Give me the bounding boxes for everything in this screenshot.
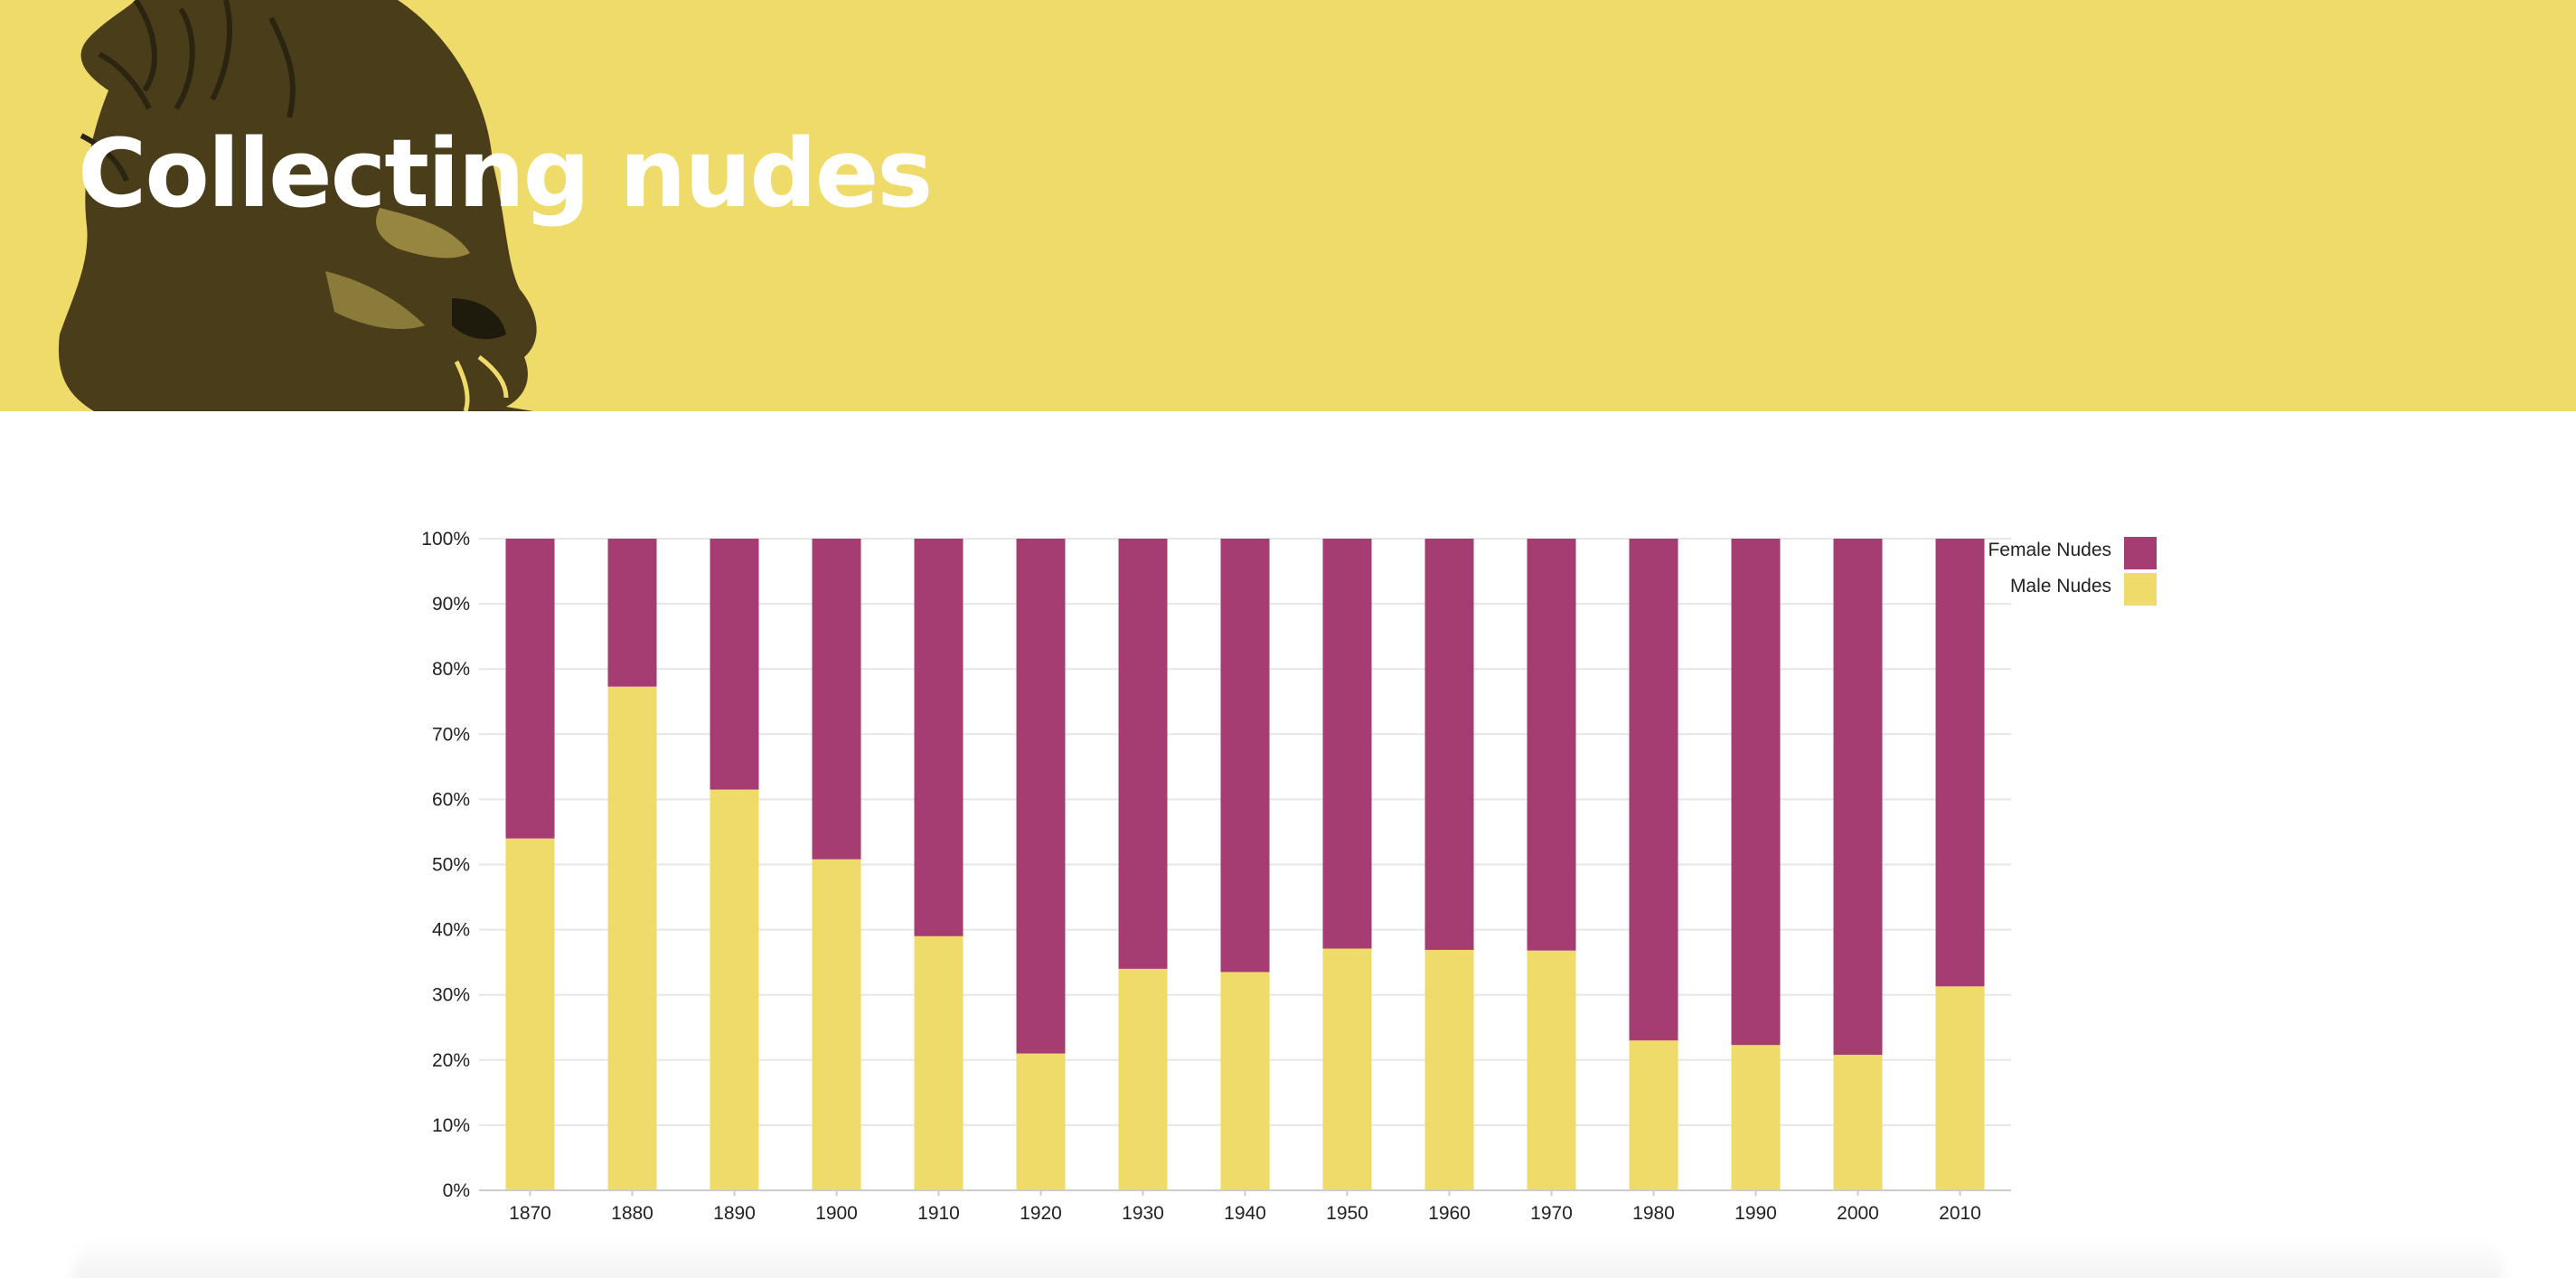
page-title: Collecting nudes [78,118,933,229]
bar-male-nudes [607,686,657,1190]
bar-female-nudes [1118,539,1168,969]
y-tick-label: 100% [421,529,470,550]
x-tick-label: 1960 [1428,1203,1471,1224]
bar-male-nudes [1731,1045,1781,1190]
x-tick-label: 1940 [1224,1203,1266,1224]
bottom-shadow [72,1236,2504,1278]
x-tick-label: 1970 [1530,1203,1573,1224]
bar-male-nudes [914,935,964,1190]
y-tick-label: 60% [432,789,470,810]
bar-female-nudes [1322,539,1372,949]
bar-female-nudes [607,539,657,687]
x-tick-label: 1930 [1122,1203,1164,1224]
bar-male-nudes [505,838,555,1190]
y-tick-label: 70% [432,724,470,745]
bar-female-nudes [914,539,964,936]
y-tick-label: 90% [432,594,470,615]
bar-male-nudes [1424,949,1474,1190]
bar-female-nudes [710,539,759,790]
legend-swatch [2124,537,2157,569]
bar-male-nudes [1833,1055,1883,1190]
x-tick-label: 1920 [1020,1203,1062,1224]
x-tick-label: 1880 [611,1203,653,1224]
y-tick-label: 40% [432,920,470,941]
legend-label: Female Nudes [1988,540,2111,560]
y-tick-label: 0% [443,1180,470,1201]
legend: Female Nudes Male Nudes [1988,537,2157,606]
bar-female-nudes [812,539,861,860]
bar-male-nudes [1118,968,1168,1190]
legend-label: Male Nudes [2010,576,2111,597]
bar-male-nudes [812,859,861,1190]
bar-female-nudes [1016,539,1066,1054]
bar-male-nudes [710,789,759,1190]
x-tick-label: 2000 [1837,1203,1879,1224]
y-tick-label: 50% [432,855,470,876]
bars [505,539,1985,1190]
x-tick-label: 1990 [1735,1203,1777,1224]
bar-female-nudes [1527,539,1576,951]
bar-male-nudes [1527,950,1576,1190]
x-tick-label: 2010 [1939,1203,1981,1224]
x-tick-label: 1900 [815,1203,858,1224]
legend-swatch [2124,573,2157,606]
bar-female-nudes [1424,539,1474,950]
header-banner: Collecting nudes [0,0,2576,411]
bar-female-nudes [505,539,555,839]
bar-male-nudes [1629,1040,1678,1190]
bar-female-nudes [1629,539,1678,1041]
y-tick-label: 10% [432,1115,470,1136]
bar-female-nudes [1220,539,1270,973]
axes: 0% 10% 20% 30% 40% 50% 60% 70% 80% 90% 100% 1870 188… [421,529,2011,1224]
bar-male-nudes [1935,986,1985,1190]
bar-male-nudes [1016,1053,1066,1190]
bar-female-nudes [1935,539,1985,987]
y-tick-label: 30% [432,985,470,1006]
y-tick-label: 80% [432,659,470,680]
bar-male-nudes [1322,948,1372,1190]
x-tick-label: 1870 [509,1203,551,1224]
bar-female-nudes [1731,539,1781,1046]
x-tick-label: 1950 [1326,1203,1368,1224]
x-tick-label: 1890 [713,1203,756,1224]
y-tick-label: 20% [432,1050,470,1071]
gorilla-head-icon [58,0,537,411]
bar-male-nudes [1220,972,1270,1190]
x-tick-label: 1910 [917,1203,960,1224]
gorilla-head-illustration [0,0,2576,411]
x-tick-label: 1980 [1632,1203,1675,1224]
bar-female-nudes [1833,539,1883,1056]
